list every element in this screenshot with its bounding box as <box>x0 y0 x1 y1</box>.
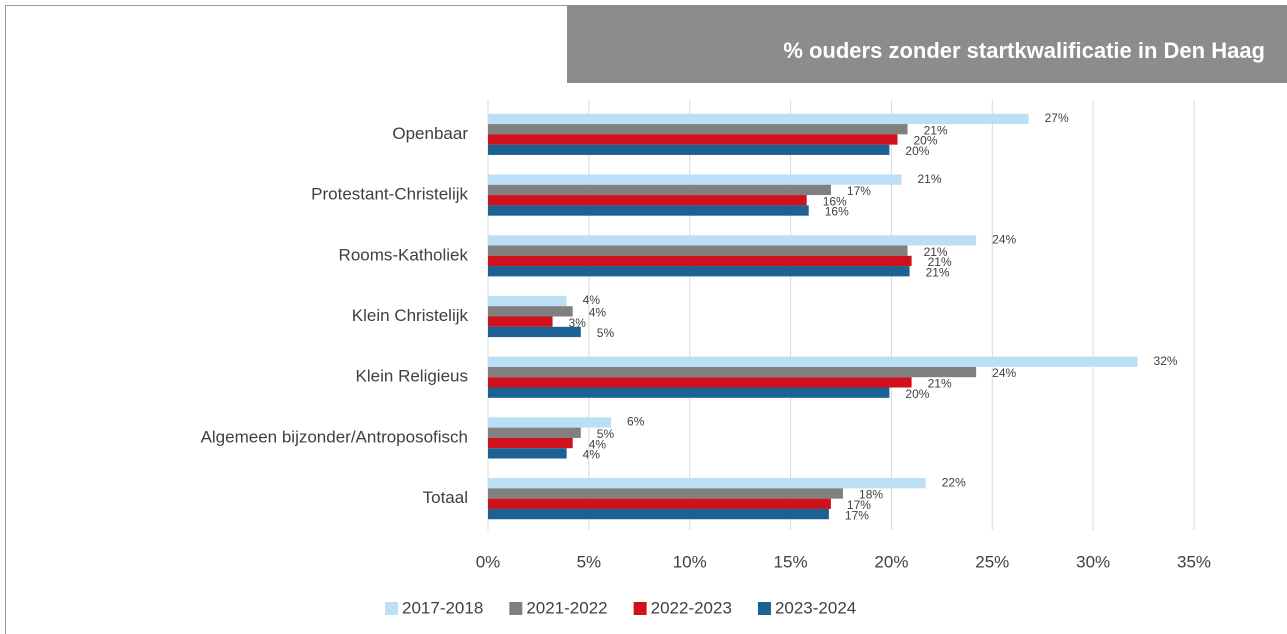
bar <box>488 195 807 206</box>
bar <box>488 245 908 256</box>
x-tick-label: 20% <box>874 552 908 571</box>
bar <box>488 437 573 449</box>
bar <box>488 306 573 317</box>
x-tick-label: 30% <box>1076 552 1110 571</box>
bar <box>488 498 831 509</box>
bar <box>488 134 898 145</box>
value-label: 20% <box>905 144 929 158</box>
y-tick-label: Rooms-Katholiek <box>339 245 469 264</box>
value-label: 18% <box>859 488 883 502</box>
y-tick-label: Protestant-Christelijk <box>311 185 468 204</box>
bar <box>488 124 908 135</box>
y-tick-label: Totaal <box>423 488 468 507</box>
value-label: 22% <box>942 475 966 489</box>
value-label: 16% <box>823 194 847 208</box>
bar <box>488 387 890 398</box>
value-label: 16% <box>825 205 849 219</box>
value-label: 27% <box>1045 111 1069 125</box>
chart-title: % ouders zonder startkwalificatie in Den… <box>783 38 1265 63</box>
bar <box>488 427 581 438</box>
legend-label: 2017-2018 <box>402 598 483 617</box>
legend-label: 2022-2023 <box>651 598 732 617</box>
bar <box>488 356 1138 367</box>
bar <box>488 174 902 185</box>
value-label: 5% <box>597 427 615 441</box>
x-tick-label: 35% <box>1177 552 1211 571</box>
value-label: 21% <box>926 265 950 279</box>
y-tick-label: Klein Christelijk <box>352 306 469 325</box>
value-label: 21% <box>928 255 952 269</box>
bar <box>488 326 581 338</box>
bar <box>488 113 1029 125</box>
value-label: 5% <box>597 326 615 340</box>
value-label: 32% <box>1154 354 1178 368</box>
value-label: 17% <box>847 184 871 198</box>
title-banner <box>567 5 1287 83</box>
value-label: 21% <box>918 172 942 186</box>
bar <box>488 478 926 489</box>
y-tick-label: Algemeen bijzonder/Antroposofisch <box>201 427 468 446</box>
bar <box>488 295 567 307</box>
legend-swatch <box>633 602 647 615</box>
x-tick-label: 10% <box>673 552 707 571</box>
bar <box>488 266 910 277</box>
legend-swatch <box>509 602 523 615</box>
x-tick-label: 15% <box>774 552 808 571</box>
y-tick-label: Klein Religieus <box>356 367 468 386</box>
bar <box>488 377 912 388</box>
bar <box>488 366 977 378</box>
x-tick-label: 0% <box>476 552 501 571</box>
value-label: 4% <box>589 437 607 451</box>
bar <box>488 235 977 246</box>
value-label: 4% <box>583 293 601 307</box>
value-label: 24% <box>992 366 1016 380</box>
bar <box>488 488 844 499</box>
y-tick-label: Openbaar <box>392 124 468 143</box>
bar <box>488 144 890 155</box>
bar <box>488 417 612 428</box>
bar <box>488 316 553 327</box>
bar <box>488 508 829 520</box>
legend-swatch <box>757 602 771 615</box>
value-label: 6% <box>627 415 645 429</box>
x-tick-label: 5% <box>577 552 602 571</box>
legend-label: 2023-2024 <box>775 598 856 617</box>
value-label: 17% <box>845 508 869 522</box>
value-label: 20% <box>913 134 937 148</box>
value-label: 24% <box>992 233 1016 247</box>
bar <box>488 184 831 196</box>
value-label: 4% <box>589 306 607 320</box>
bar <box>488 205 809 216</box>
value-label: 3% <box>569 316 587 330</box>
bar <box>488 255 912 267</box>
value-label: 21% <box>924 123 948 137</box>
bar <box>488 448 567 459</box>
x-tick-label: 25% <box>975 552 1009 571</box>
value-label: 21% <box>928 377 952 391</box>
value-label: 20% <box>905 387 929 401</box>
value-label: 4% <box>583 448 601 462</box>
value-label: 17% <box>847 498 871 512</box>
value-label: 21% <box>924 245 948 259</box>
legend-label: 2021-2022 <box>526 598 607 617</box>
legend-swatch <box>385 602 398 615</box>
